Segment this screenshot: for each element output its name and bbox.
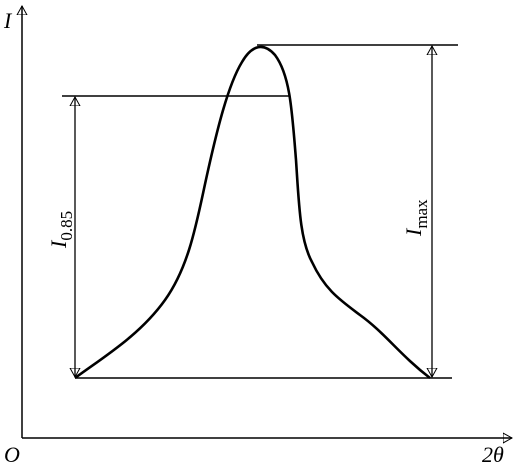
x-axis-label: 2θ [482,442,504,467]
annotation-subscript: 0.85 [57,211,76,241]
peak-curve [74,45,431,380]
origin-label: O [4,442,20,467]
annotation: Imax [401,199,431,237]
annotation: I0.85 [46,211,76,249]
annotation-symbol: I [46,239,71,249]
annotation-subscript: max [412,199,431,229]
y-axis-label: I [3,8,13,33]
annotation-symbol: I [401,227,426,237]
